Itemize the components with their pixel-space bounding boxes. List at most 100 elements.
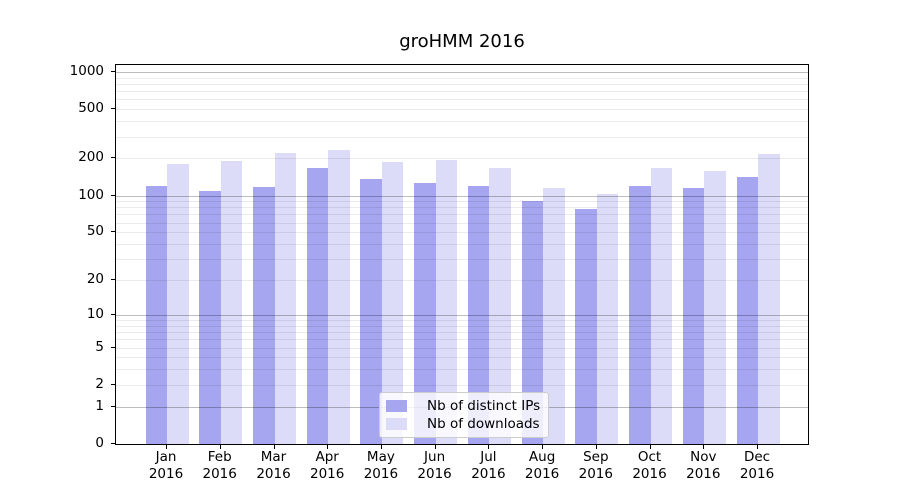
y-tick-label: 200 [78, 149, 104, 166]
y-tick-label: 0 [95, 435, 104, 451]
bar-nb-of-downloads-mar-2016 [274, 153, 296, 444]
bar-nb-of-distinct-ips-apr-2016 [306, 167, 329, 444]
x-tick-label-sep-2016: Sep 2016 [561, 449, 631, 482]
bar-nb-of-downloads-feb-2016 [220, 161, 243, 444]
y-tick-mark [111, 279, 115, 280]
x-tick-label-line: Dec [743, 449, 771, 465]
y-tick-label: 500 [78, 100, 104, 117]
minor-gridline [116, 244, 808, 245]
minor-gridline [116, 320, 808, 321]
major-gridline [116, 71, 808, 73]
x-tick-label-line: Oct [637, 449, 662, 465]
grid-layer [116, 65, 808, 444]
x-tick-label-line: 2016 [363, 465, 399, 482]
minor-gridline [116, 109, 808, 111]
x-tick-label-line: 2016 [256, 465, 291, 482]
y-tick-mark [111, 313, 115, 315]
x-tick-label-line: 2016 [524, 465, 560, 482]
bar-nb-of-downloads-oct-2016 [650, 168, 672, 444]
x-tick-label-feb-2016: Feb 2016 [185, 449, 255, 482]
minor-gridline [116, 83, 808, 85]
x-tick-mark [219, 445, 221, 449]
x-tick-mark [757, 445, 758, 449]
minor-gridline [116, 325, 808, 327]
y-tick-mark [111, 108, 115, 110]
x-tick-mark [595, 445, 597, 449]
y-tick-mark [111, 383, 115, 385]
x-tick-label-line: 2016 [202, 465, 237, 482]
x-tick-label-jul-2016: Jul 2016 [453, 449, 523, 482]
x-tick-mark [327, 445, 329, 449]
bars-layer [116, 65, 808, 444]
x-tick-label-jun-2016: Jun 2016 [400, 449, 470, 482]
chart-title: groHMM 2016 [399, 31, 525, 52]
x-tick-label-aug-2016: Aug 2016 [507, 449, 577, 482]
minor-gridline [116, 259, 808, 261]
legend-row-distinct-ips: Nb of distinct IPs [386, 399, 540, 413]
y-tick-label: 10 [86, 305, 104, 322]
bar-nb-of-distinct-ips-mar-2016 [253, 187, 275, 444]
legend-row-downloads: Nb of downloads [386, 417, 540, 431]
x-tick-label-mar-2016: Mar 2016 [239, 449, 309, 482]
bar-nb-of-downloads-jul-2016 [489, 167, 511, 444]
x-tick-mark [649, 445, 651, 449]
minor-gridline [116, 357, 808, 359]
y-tick-label: 100 [78, 186, 104, 203]
x-tick-label-line: 2016 [686, 465, 721, 482]
bar-nb-of-distinct-ips-oct-2016 [629, 186, 651, 444]
minor-gridline [116, 369, 808, 371]
y-tick-label: 1 [95, 397, 104, 414]
x-tick-label-oct-2016: Oct 2016 [615, 449, 685, 482]
legend: Nb of distinct IPs Nb of downloads [379, 392, 550, 438]
bar-nb-of-downloads-may-2016 [381, 161, 404, 444]
x-tick-label-line: Aug [528, 449, 556, 465]
legend-label-distinct-ips: Nb of distinct IPs [427, 398, 541, 414]
x-tick-mark [703, 445, 705, 449]
x-tick-label-line: May [366, 449, 395, 465]
legend-swatch-downloads [386, 418, 407, 430]
y-tick-label: 1000 [69, 62, 104, 79]
y-tick-mark [111, 405, 115, 407]
bar-nb-of-distinct-ips-jul-2016 [467, 185, 490, 444]
x-tick-mark [273, 445, 275, 449]
bar-nb-of-distinct-ips-jun-2016 [414, 182, 436, 444]
x-tick-label-line: 2016 [578, 465, 613, 482]
bar-nb-of-distinct-ips-aug-2016 [521, 201, 544, 444]
bar-nb-of-downloads-aug-2016 [543, 188, 565, 444]
minor-gridline [116, 99, 808, 101]
minor-gridline [116, 136, 808, 138]
x-tick-label-line: Sep [583, 449, 609, 465]
bar-nb-of-distinct-ips-nov-2016 [682, 188, 705, 444]
bar-nb-of-distinct-ips-jan-2016 [145, 185, 167, 444]
minor-gridline [116, 158, 808, 160]
legend-swatch-distinct-ips [386, 400, 407, 412]
x-tick-mark [166, 445, 167, 449]
x-tick-mark [434, 445, 436, 449]
bar-nb-of-distinct-ips-dec-2016 [736, 176, 758, 444]
bar-nb-of-downloads-apr-2016 [328, 149, 350, 444]
y-tick-label: 2 [95, 375, 104, 392]
bar-nb-of-downloads-sep-2016 [596, 193, 619, 444]
minor-gridline [116, 332, 808, 333]
plot-area: Nb of distinct IPs Nb of downloads [115, 64, 809, 445]
major-gridline [116, 195, 808, 197]
x-tick-label-line: 2016 [417, 465, 452, 482]
bar-nb-of-distinct-ips-sep-2016 [575, 208, 597, 444]
bar-nb-of-downloads-jun-2016 [435, 159, 458, 444]
minor-gridline [116, 214, 808, 216]
major-gridline [116, 314, 808, 316]
x-tick-mark [542, 445, 544, 449]
bar-nb-of-downloads-jan-2016 [167, 164, 189, 444]
x-tick-label-line: 2016 [632, 465, 667, 482]
bar-nb-of-distinct-ips-feb-2016 [199, 190, 221, 444]
x-tick-label-line: 2016 [471, 465, 506, 482]
minor-gridline [116, 207, 808, 209]
bar-nb-of-downloads-nov-2016 [704, 171, 726, 444]
x-tick-label-line: 2016 [739, 465, 775, 482]
minor-gridline [116, 121, 808, 123]
y-tick-label: 50 [86, 223, 104, 240]
x-tick-label-apr-2016: Apr 2016 [292, 449, 362, 482]
y-tick-mark [111, 231, 115, 233]
minor-gridline [116, 280, 808, 281]
x-tick-mark [488, 445, 490, 449]
